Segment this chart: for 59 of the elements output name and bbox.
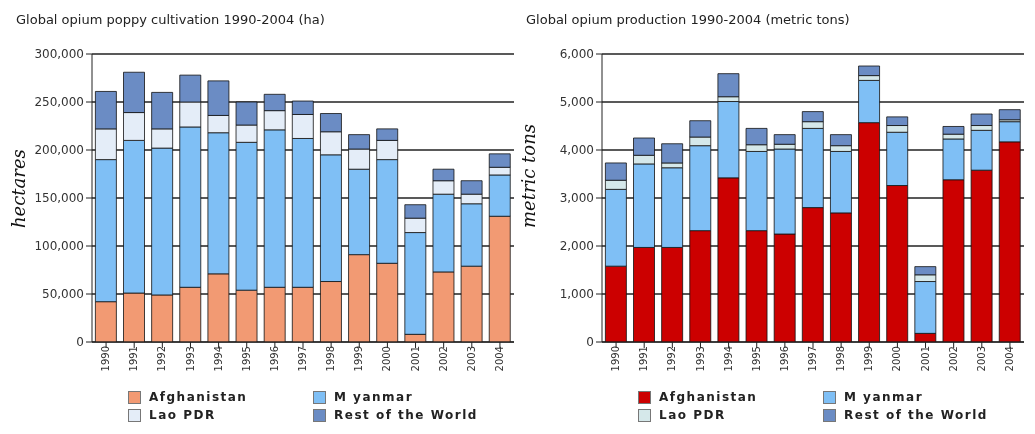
x-tick-label: 2004 (494, 346, 506, 372)
x-tick-label: 1995 (240, 346, 252, 372)
x-tick-label: 1994 (212, 346, 224, 372)
x-tick-label: 2003 (465, 346, 477, 372)
x-tick-label: 2000 (891, 346, 903, 372)
x-tick-label: 1996 (268, 346, 280, 372)
legend-label: Lao PDR (149, 408, 216, 422)
legend-label: Rest of the World (844, 408, 988, 422)
y-tick-label: 6,000 (559, 47, 594, 62)
y-tick-label: 250,000 (34, 95, 84, 110)
y-tick-label: 5,000 (559, 95, 594, 110)
x-tick-label: 1998 (325, 346, 337, 372)
bar (661, 143, 684, 164)
x-tick-label: 1992 (666, 346, 678, 372)
y-axis-title: metric tons (518, 123, 540, 228)
x-tick-label: 1995 (750, 346, 762, 372)
y-tick-label: 0 (586, 335, 594, 350)
x-tick-label: 2001 (409, 346, 421, 372)
y-tick-label: 1,000 (559, 287, 594, 302)
y-tick-label: 0 (76, 335, 84, 350)
y-tick-label: 300,000 (34, 47, 84, 62)
x-tick-label: 1992 (156, 346, 168, 372)
legend-label: Lao PDR (659, 408, 726, 422)
y-tick-label: 200,000 (34, 143, 84, 158)
x-tick-label: 1996 (778, 346, 790, 372)
legend-label: Rest of the World (334, 408, 478, 422)
y-tick-label: 50,000 (42, 287, 84, 302)
x-tick-label: 1997 (807, 346, 819, 372)
legend-label: M yanmar (334, 390, 414, 404)
x-tick-label: 1990 (610, 346, 622, 372)
legend-label: Afghanistan (149, 390, 248, 404)
x-tick-label: 2001 (919, 346, 931, 372)
x-tick-label: 2002 (437, 346, 449, 372)
x-tick-label: 1994 (722, 346, 734, 372)
x-tick-label: 1993 (694, 346, 706, 372)
x-tick-label: 1998 (835, 346, 847, 372)
legend-label: Afghanistan (659, 390, 758, 404)
y-tick-label: 100,000 (34, 239, 84, 254)
x-tick-label: 2000 (381, 346, 393, 372)
x-tick-label: 1999 (863, 346, 875, 372)
x-tick-label: 1997 (297, 346, 309, 372)
x-tick-label: 2004 (1004, 346, 1016, 372)
bar (717, 73, 740, 98)
x-tick-label: 1993 (184, 346, 196, 372)
chart-title: Global opium poppy cultivation 1990-2004 (ha) (15, 11, 326, 29)
x-tick-label: 2003 (975, 346, 987, 372)
x-tick-label: 1999 (353, 346, 365, 372)
x-tick-label: 1991 (638, 346, 650, 372)
y-axis-title: hectares (8, 149, 30, 228)
bar (998, 109, 1021, 121)
y-tick-label: 2,000 (559, 239, 594, 254)
chart-title: Global opium production 1990-2004 (metric tons) (525, 11, 851, 29)
y-tick-label: 3,000 (559, 191, 594, 206)
x-tick-label: 1991 (128, 346, 140, 372)
y-tick-label: 4,000 (559, 143, 594, 158)
x-tick-label: 1990 (100, 346, 112, 372)
x-tick-label: 2002 (947, 346, 959, 372)
legend-label: M yanmar (844, 390, 924, 404)
y-tick-label: 150,000 (34, 191, 84, 206)
